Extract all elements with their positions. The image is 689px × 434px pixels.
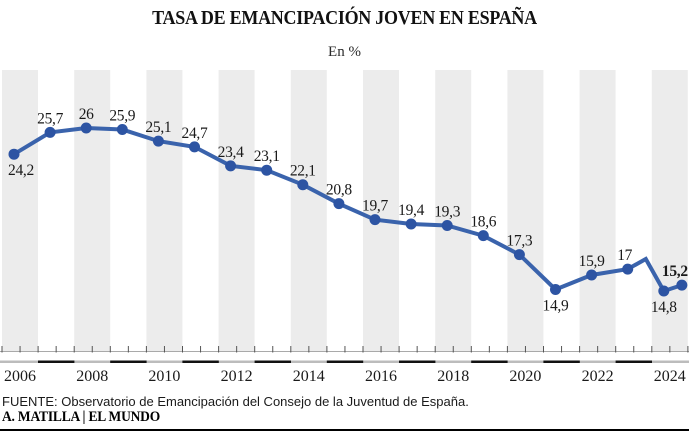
grid-stripe — [651, 70, 688, 352]
bottom-rule — [0, 429, 689, 431]
x-axis-segment-dark — [399, 360, 436, 363]
x-axis-year-label: 2012 — [221, 368, 253, 385]
x-axis-year-label: 2024 — [654, 368, 686, 385]
data-point-label: 20,8 — [326, 182, 352, 199]
data-point-label: 24,2 — [8, 162, 34, 179]
data-point-label: 19,7 — [362, 198, 388, 215]
data-point-label: 17,3 — [506, 233, 532, 250]
x-axis-year-label: 2018 — [437, 368, 469, 385]
data-point-label: 23,1 — [254, 148, 280, 165]
data-point-dot — [116, 123, 128, 135]
x-axis-segment-dark — [615, 360, 652, 363]
x-axis-segment-dark — [471, 360, 508, 363]
data-point-dot — [80, 122, 92, 134]
grid-stripe — [218, 70, 255, 352]
grid-stripe — [363, 70, 399, 352]
data-point-dot — [513, 249, 525, 261]
x-axis-segment-dark — [326, 360, 364, 363]
x-axis-year-label: 2020 — [509, 368, 541, 385]
data-point-dot — [189, 141, 200, 153]
x-axis-segment-dark — [543, 360, 580, 363]
data-point-label: 26 — [79, 106, 94, 123]
data-point-label: 19,3 — [434, 203, 460, 220]
x-axis-year-label: 2006 — [4, 368, 36, 385]
grid-stripe — [74, 70, 111, 352]
data-point-dot — [441, 219, 453, 231]
x-axis-year-label: 2010 — [148, 368, 180, 385]
data-point-label: 19,4 — [398, 202, 424, 219]
grid-stripe — [435, 70, 472, 352]
chart-title: TASA DE EMANCIPACIÓN JOVEN EN ESPAÑA — [152, 7, 537, 29]
emancipation-rate-line-chart: 2006 2008 2010 2012 2014 2016 2018 2020 2022 2024… — [0, 70, 689, 385]
x-axis-year-label: 2022 — [582, 368, 614, 385]
x-axis-segment-dark — [182, 360, 219, 363]
data-point-dot — [405, 218, 417, 230]
data-point-dot — [586, 269, 598, 281]
data-point-label: 18,6 — [470, 214, 496, 231]
data-point-dot — [44, 126, 56, 138]
data-point-dot — [225, 160, 237, 172]
data-point-dot — [676, 279, 688, 291]
x-axis-segment-dark — [38, 360, 75, 363]
data-point-label: 23,4 — [218, 144, 244, 161]
data-point-label: 14,8 — [651, 299, 677, 316]
data-point-dot — [297, 179, 309, 191]
chart-subtitle: En % — [328, 44, 361, 60]
grid-stripe — [579, 70, 616, 352]
data-point-label: 25,9 — [109, 107, 135, 124]
data-point-dot — [477, 230, 489, 242]
grid-stripe — [2, 70, 38, 352]
data-point-dot — [658, 285, 670, 297]
data-point-label: 24,7 — [182, 125, 208, 142]
x-axis-segment-dark — [254, 360, 291, 363]
data-point-dot — [261, 164, 273, 176]
data-point-label: 15,2 — [662, 263, 688, 280]
data-point-dot — [550, 284, 561, 296]
data-point-label: 25,1 — [145, 119, 171, 136]
data-point-label: 25,7 — [37, 110, 63, 127]
x-axis-year-label: 2014 — [293, 368, 325, 385]
data-point-label: 17 — [617, 247, 632, 264]
grid-stripe — [290, 70, 327, 352]
grid-stripe — [507, 70, 544, 352]
x-axis-year-label: 2016 — [365, 368, 397, 385]
data-point-label: 14,9 — [543, 298, 569, 315]
data-point-dot — [8, 148, 20, 160]
grid-stripe — [146, 70, 183, 352]
data-point-label: 22,1 — [290, 163, 316, 180]
data-point-dot — [333, 198, 345, 210]
data-point-dot — [152, 135, 164, 147]
data-point-dot — [369, 214, 381, 226]
source-note: FUENTE: Observatorio de Emancipación del… — [2, 394, 469, 409]
x-axis-segment-dark — [110, 360, 147, 363]
data-point-label: 15,9 — [579, 253, 605, 270]
data-point-dot — [622, 263, 634, 275]
x-axis-year-label: 2008 — [76, 368, 108, 385]
author-credit: A. MATILLA | EL MUNDO — [2, 409, 161, 425]
